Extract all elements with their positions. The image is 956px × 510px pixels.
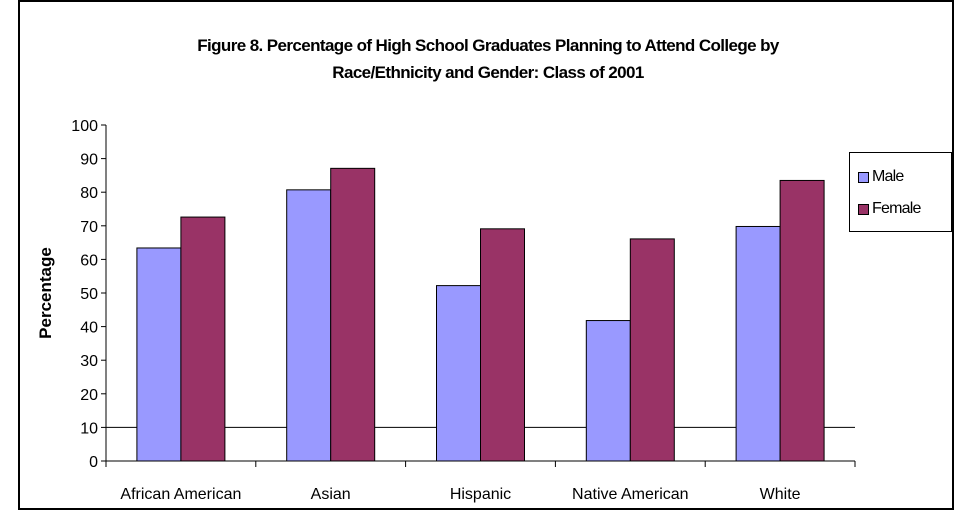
y-tick-label: 80 bbox=[80, 185, 98, 202]
y-tick-label: 70 bbox=[80, 219, 98, 236]
legend-label-male: Male bbox=[872, 168, 904, 185]
y-axis-label: Percentage bbox=[36, 247, 55, 339]
legend-swatch-male bbox=[858, 171, 869, 183]
legend-label-female: Female bbox=[872, 200, 921, 217]
x-tick-label: Asian bbox=[311, 486, 351, 503]
x-tick-label: Native American bbox=[572, 486, 689, 503]
chart-title: Figure 8. Percentage of High School Grad… bbox=[20, 32, 956, 86]
y-tick-label: 90 bbox=[80, 152, 98, 169]
chart-title-line-2: Race/Ethnicity and Gender: Class of 2001 bbox=[332, 63, 644, 82]
y-tick-label: 30 bbox=[80, 353, 98, 370]
y-tick-label: 40 bbox=[80, 320, 98, 337]
bar-female-white bbox=[779, 179, 825, 462]
x-tick-label: African American bbox=[120, 486, 241, 503]
y-tick-label: 20 bbox=[80, 387, 98, 404]
bar-male-hispanic bbox=[436, 285, 481, 462]
y-tick-label: 60 bbox=[80, 252, 98, 269]
x-tick-label: White bbox=[760, 486, 801, 503]
y-tick-label: 50 bbox=[80, 286, 98, 303]
x-tick-label: Hispanic bbox=[450, 486, 511, 503]
legend-swatch-female bbox=[858, 203, 869, 215]
y-tick-label: 0 bbox=[89, 454, 98, 471]
legend-item-male: Male bbox=[858, 167, 904, 187]
bar-male-white bbox=[735, 225, 781, 462]
bar-male-asian bbox=[286, 189, 332, 462]
legend: Male Female bbox=[849, 152, 952, 232]
bar-male-native-american bbox=[585, 320, 631, 462]
y-tick-label: 100 bbox=[71, 118, 98, 135]
bar-female-native-american bbox=[629, 238, 675, 462]
bar-female-hispanic bbox=[480, 228, 525, 462]
bar-female-asian bbox=[330, 167, 376, 462]
chart-title-line-1: Figure 8. Percentage of High School Grad… bbox=[197, 36, 779, 55]
bar-male-african-american bbox=[136, 247, 182, 462]
legend-item-female: Female bbox=[858, 199, 921, 219]
bar-female-african-american bbox=[180, 216, 226, 462]
y-tick-label: 10 bbox=[80, 420, 98, 437]
